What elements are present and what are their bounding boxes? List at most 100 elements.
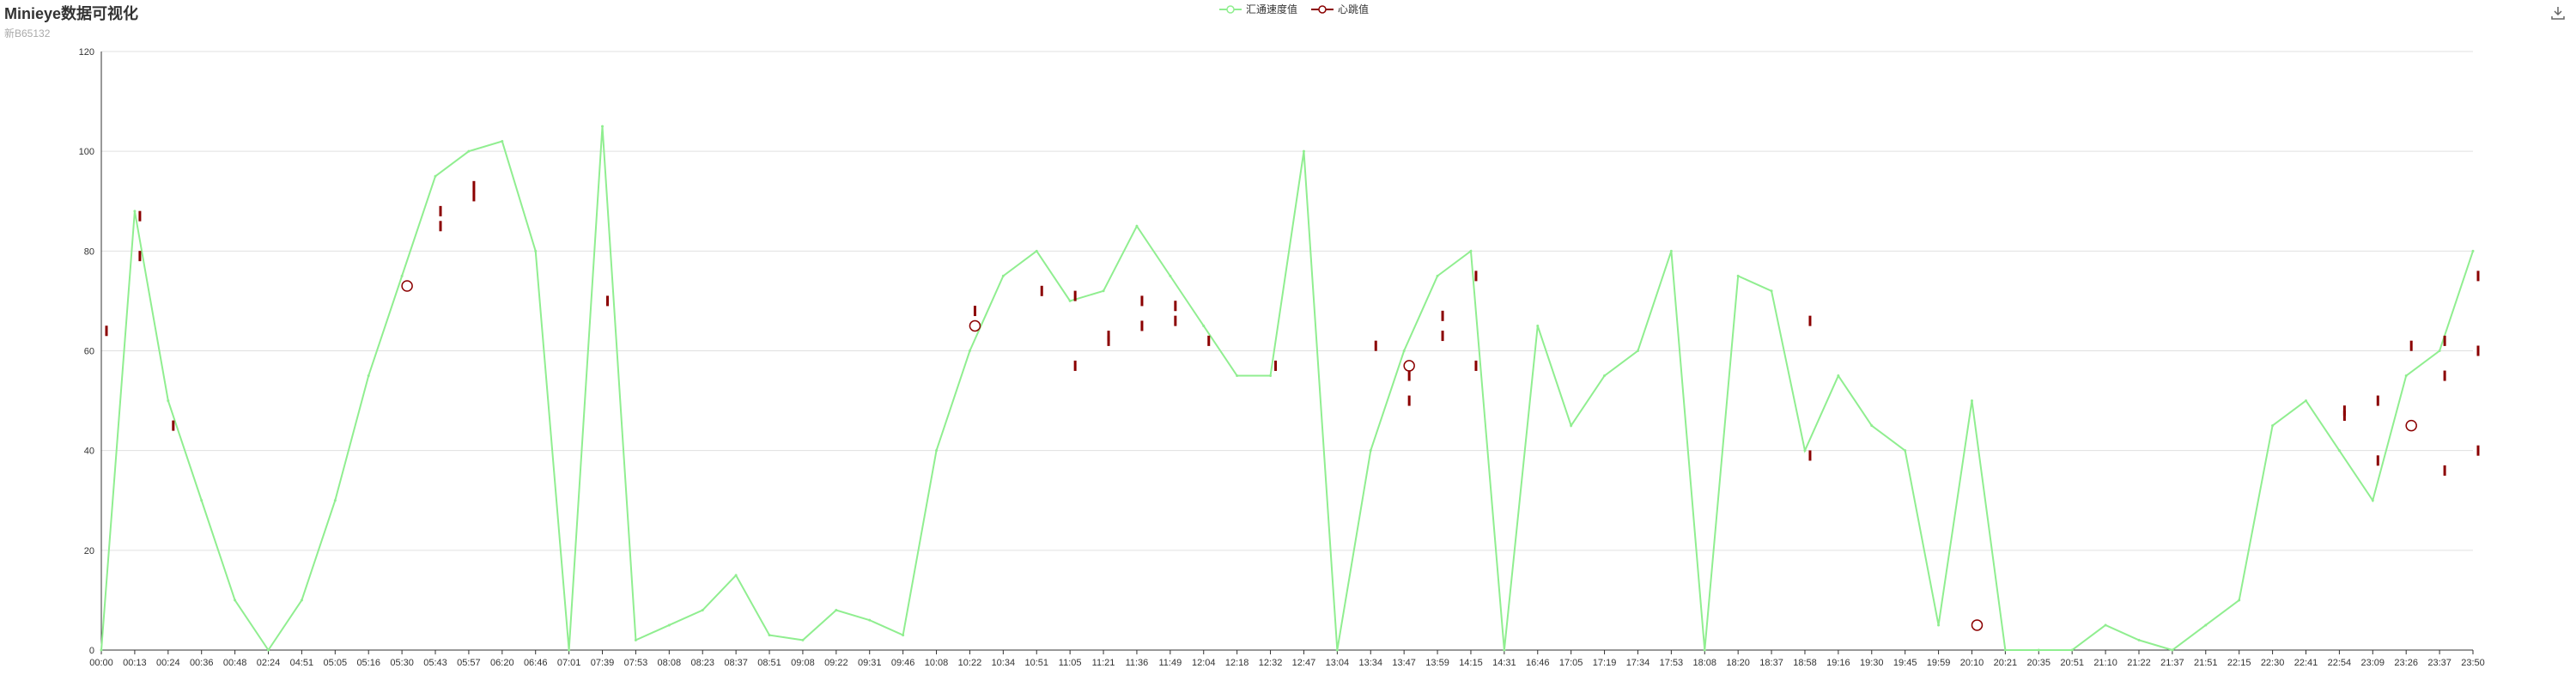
y-tick-label: 80	[84, 246, 94, 257]
speed-data-point	[2471, 249, 2475, 252]
heartbeat-data-point	[1808, 315, 1812, 326]
speed-data-point	[234, 599, 237, 602]
heartbeat-data-point	[138, 251, 142, 262]
x-tick-label: 09:31	[858, 658, 882, 668]
speed-data-point	[2271, 424, 2275, 428]
x-tick-label: 14:31	[1492, 658, 1516, 668]
x-tick-label: 12:18	[1225, 658, 1249, 668]
x-tick-label: 22:41	[2294, 658, 2318, 668]
speed-data-point	[2104, 623, 2107, 627]
heartbeat-data-point	[973, 306, 976, 317]
speed-data-point	[1803, 449, 1807, 453]
x-tick-label: 00:36	[190, 658, 214, 668]
speed-data-point	[1402, 350, 1406, 352]
speed-data-point	[333, 499, 337, 502]
speed-data-point	[2438, 350, 2441, 352]
x-tick-label: 13:34	[1358, 658, 1382, 668]
x-tick-label: 00:24	[156, 658, 180, 668]
speed-data-point	[1703, 648, 1706, 652]
x-tick-label: 21:22	[2127, 658, 2151, 668]
legend-line-circle-icon	[1311, 4, 1334, 14]
x-tick-label: 22:15	[2227, 658, 2251, 668]
speed-data-point	[1001, 274, 1005, 277]
x-tick-label: 05:43	[423, 658, 447, 668]
speed-data-point	[501, 140, 504, 143]
legend-label-heartbeat: 心跳值	[1338, 3, 1370, 15]
x-tick-label: 23:37	[2427, 658, 2451, 668]
speed-data-point	[835, 609, 838, 612]
speed-data-point	[2304, 399, 2307, 403]
legend-item-heartbeat[interactable]: 心跳值	[1311, 2, 1369, 16]
heartbeat-data-point	[1274, 360, 1278, 371]
speed-data-point	[634, 638, 637, 641]
chart-legend: 汇通速度值 心跳值	[1219, 2, 1369, 16]
heartbeat-data-point	[1073, 290, 1077, 301]
heartbeat-data-point	[1407, 395, 1411, 406]
speed-data-point	[601, 125, 605, 128]
speed-data-point	[1236, 374, 1239, 378]
page-title: Minieye数据可视化	[4, 5, 139, 22]
heartbeat-data-point	[439, 221, 442, 232]
x-tick-label: 10:08	[925, 658, 949, 668]
speed-data-point	[2404, 374, 2408, 378]
x-tick-label: 04:51	[290, 658, 314, 668]
speed-data-point	[2003, 648, 2007, 652]
speed-data-point	[935, 449, 939, 453]
x-tick-label: 20:51	[2060, 658, 2084, 668]
heartbeat-data-point	[2476, 271, 2480, 282]
speed-data-point	[1269, 374, 1273, 378]
heartbeat-data-point	[1073, 360, 1077, 371]
speed-data-point	[267, 648, 270, 652]
x-tick-label: 23:09	[2361, 658, 2385, 668]
x-tick-label: 05:16	[356, 658, 380, 668]
heartbeat-data-point	[2376, 395, 2379, 406]
speed-data-point	[100, 648, 103, 652]
x-tick-label: 08:51	[757, 658, 781, 668]
heartbeat-data-point	[1441, 310, 1444, 321]
heartbeat-data-point	[1174, 315, 1177, 326]
speed-data-point	[2070, 648, 2074, 652]
speed-data-point	[1335, 648, 1339, 652]
speed-data-point	[1436, 274, 1439, 277]
speed-data-point	[1870, 424, 1874, 428]
x-tick-label: 11:49	[1158, 658, 1182, 668]
speed-data-point	[300, 599, 303, 602]
heartbeat-highlight-marker	[1971, 619, 1984, 631]
speed-data-point	[902, 634, 905, 637]
legend-item-speed[interactable]: 汇通速度值	[1219, 2, 1297, 16]
legend-label-speed: 汇通速度值	[1246, 3, 1298, 15]
speed-data-point	[1937, 623, 1941, 627]
download-icon[interactable]	[2550, 5, 2566, 21]
speed-data-point	[133, 210, 137, 213]
speed-data-point	[1603, 374, 1607, 378]
x-tick-label: 00:00	[89, 658, 113, 668]
x-tick-label: 07:39	[591, 658, 615, 668]
heartbeat-data-point	[1474, 271, 1478, 282]
speed-data-point	[1202, 324, 1206, 327]
speed-data-point	[434, 174, 437, 178]
page-subtitle: 新B65132	[4, 27, 51, 40]
heartbeat-data-point	[1174, 301, 1177, 312]
x-tick-label: 22:30	[2261, 658, 2285, 668]
heartbeat-data-point	[1808, 450, 1812, 461]
x-tick-label: 11:05	[1059, 658, 1082, 668]
x-tick-label: 11:36	[1126, 658, 1149, 668]
heartbeat-data-point	[1407, 370, 1411, 381]
heartbeat-highlight-marker	[401, 280, 413, 292]
heartbeat-data-point	[1107, 335, 1110, 346]
x-tick-label: 10:51	[1024, 658, 1048, 668]
x-tick-label: 17:34	[1626, 658, 1650, 668]
speed-data-point	[400, 274, 404, 277]
x-tick-label: 10:22	[958, 658, 982, 668]
x-tick-label: 17:19	[1593, 658, 1617, 668]
x-tick-label: 18:58	[1793, 658, 1817, 668]
speed-data-point	[200, 499, 204, 502]
speed-data-point	[768, 634, 771, 637]
speed-data-point	[1503, 648, 1506, 652]
heartbeat-data-point	[2409, 340, 2413, 351]
speed-data-point	[1169, 274, 1172, 277]
x-tick-label: 08:08	[658, 658, 682, 668]
y-tick-label: 40	[84, 447, 94, 457]
x-tick-label: 06:20	[490, 658, 514, 668]
heartbeat-data-point	[2443, 335, 2446, 346]
